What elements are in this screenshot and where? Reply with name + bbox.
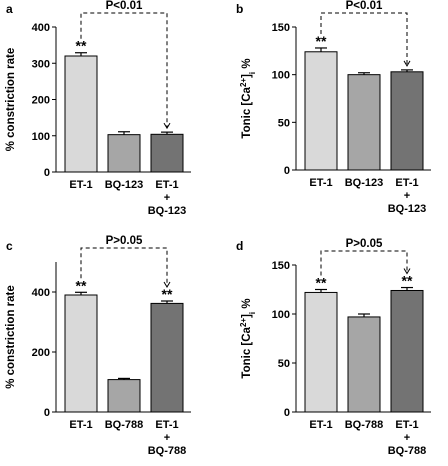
x-tick-label: +	[164, 432, 170, 444]
panel-label: d	[236, 239, 243, 253]
x-tick-label: ET-1	[69, 419, 92, 431]
x-tick-label: BQ-788	[345, 419, 384, 431]
bar	[304, 51, 338, 171]
bar	[390, 71, 424, 171]
comparison-bracket	[320, 12, 408, 66]
p-value-label: P<0.01	[346, 0, 383, 12]
y-tick-label: 100	[272, 309, 290, 321]
comparison-bracket	[320, 250, 408, 276]
panel-b: b 0 50 100 150 Tonic [Ca2+]i % ** ET-1 BQ-123 ET-…	[236, 0, 431, 215]
y-tick-label: 100	[32, 131, 50, 143]
significance-stars: **	[76, 38, 87, 54]
p-value-label: P>0.05	[106, 235, 143, 247]
y-tick-label: 400	[32, 287, 50, 299]
bar	[390, 289, 424, 413]
y-tick-label: 200	[32, 95, 50, 107]
y-tick-label: 0	[284, 165, 290, 177]
bar	[107, 134, 141, 173]
significance-stars: **	[316, 33, 327, 49]
x-tick-label: ET-1	[395, 419, 418, 431]
x-tick-label: ET-1	[69, 179, 92, 191]
panel-c: c 0 200 400 % constriction rate ** ET-1 BQ-788 *…	[5, 235, 191, 457]
y-tick-label: 100	[272, 70, 290, 82]
y-tick-label: 0	[284, 407, 290, 419]
x-tick-label: BQ-123	[105, 179, 144, 191]
y-axis-label: % constriction rate	[5, 285, 17, 389]
significance-stars: **	[316, 275, 327, 291]
y-tick-label: 0	[44, 167, 50, 179]
x-tick-label: BQ-788	[388, 445, 427, 457]
y-axis-label: Tonic [Ca2+]i %	[239, 58, 257, 138]
x-tick-label: BQ-788	[105, 419, 144, 431]
panel-label: b	[236, 2, 243, 16]
x-tick-label: +	[404, 190, 410, 202]
bar	[347, 316, 381, 413]
x-tick-label: ET-1	[309, 419, 332, 431]
y-tick-label: 300	[32, 58, 50, 70]
x-tick-label: ET-1	[155, 419, 178, 431]
panel-a: a 0 100 200 300 400 % constriction rate ** ET-1 B…	[5, 0, 191, 217]
bracket-arrowhead	[403, 60, 411, 67]
bracket-arrowhead	[163, 281, 171, 288]
y-axis-label: % constriction rate	[5, 48, 17, 152]
y-tick-label: 150	[272, 260, 290, 272]
x-tick-label: BQ-788	[148, 445, 187, 457]
y-tick-label: 50	[278, 358, 290, 370]
x-tick-label: ET-1	[395, 177, 418, 189]
significance-stars: **	[76, 277, 87, 293]
bar	[64, 294, 98, 413]
y-tick-label: 400	[32, 22, 50, 34]
comparison-bracket	[80, 12, 168, 129]
bar	[347, 74, 381, 171]
bar	[107, 379, 141, 413]
bar	[150, 302, 184, 413]
x-tick-label: ET-1	[155, 179, 178, 191]
bracket-arrowhead	[403, 268, 411, 275]
x-tick-label: BQ-123	[345, 177, 384, 189]
y-tick-label: 0	[44, 407, 50, 419]
x-tick-label: BQ-123	[388, 203, 427, 215]
x-tick-label: +	[404, 432, 410, 444]
bar	[64, 55, 98, 173]
x-tick-label: BQ-123	[148, 205, 187, 217]
p-value-label: P>0.05	[346, 238, 383, 250]
comparison-bracket	[80, 247, 168, 287]
significance-stars: **	[402, 273, 413, 289]
y-axis-label: Tonic [Ca2+]i %	[239, 298, 257, 378]
panel-d: d 0 50 100 150 Tonic [Ca2+]i % ** ET-1 BQ-788 ** E…	[236, 238, 431, 457]
bracket-arrowhead	[163, 122, 171, 130]
panel-label: c	[6, 239, 13, 253]
panel-label: a	[6, 2, 13, 16]
p-value-label: P<0.01	[106, 0, 143, 12]
x-tick-label: ET-1	[309, 177, 332, 189]
significance-stars: **	[162, 286, 173, 302]
x-tick-label: +	[164, 192, 170, 204]
bar	[304, 291, 338, 413]
y-tick-label: 200	[32, 347, 50, 359]
y-tick-label: 150	[272, 22, 290, 34]
bar	[150, 133, 184, 173]
y-tick-label: 50	[278, 117, 290, 129]
